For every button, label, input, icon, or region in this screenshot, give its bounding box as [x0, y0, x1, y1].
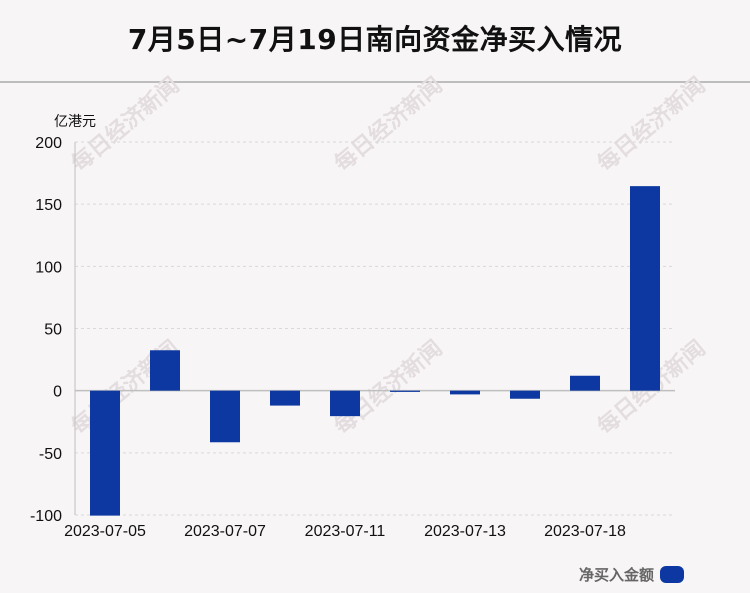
x-tick-label: 2023-07-11 — [305, 523, 386, 540]
x-tick-label: 2023-07-07 — [184, 523, 266, 540]
bars — [90, 186, 660, 516]
bar — [330, 390, 360, 417]
y-tick-label: 150 — [35, 197, 62, 214]
bar — [510, 390, 540, 399]
y-tick-label: 50 — [44, 322, 62, 339]
y-tick-label: 200 — [35, 135, 62, 152]
watermark: 每日经济新闻 — [330, 335, 448, 440]
watermark: 每日经济新闻 — [330, 72, 448, 177]
chart-title: 7月5日~7月19日南向资金净买入情况 — [127, 23, 623, 56]
x-tick-label: 2023-07-05 — [64, 523, 146, 540]
bar — [390, 390, 420, 392]
x-tick-labels: 2023-07-05 2023-07-07 2023-07-11 2023-07-13… — [64, 523, 626, 540]
bar — [150, 350, 180, 391]
x-tick-label: 2023-07-18 — [544, 523, 626, 540]
watermark: 每日经济新闻 — [593, 72, 711, 177]
bar — [210, 390, 240, 443]
bar — [90, 390, 120, 516]
y-tick-label: -100 — [30, 508, 62, 525]
y-tick-label: -50 — [39, 446, 62, 463]
y-tick-labels: 200 150 100 50 0 -50 -100 — [30, 135, 62, 525]
bar — [450, 390, 480, 395]
y-unit-label: 亿港元 — [54, 113, 96, 129]
legend: 净买入金额 — [579, 563, 684, 585]
bar — [630, 186, 660, 391]
legend-label: 净买入金额 — [578, 565, 654, 584]
bar — [270, 390, 300, 406]
y-tick-label: 100 — [35, 259, 62, 276]
legend-swatch — [660, 565, 684, 583]
title-divider — [0, 81, 750, 83]
x-tick-label: 2023-07-13 — [424, 523, 506, 540]
y-tick-label: 0 — [53, 384, 62, 401]
bar — [570, 375, 600, 391]
gridlines — [75, 141, 675, 516]
